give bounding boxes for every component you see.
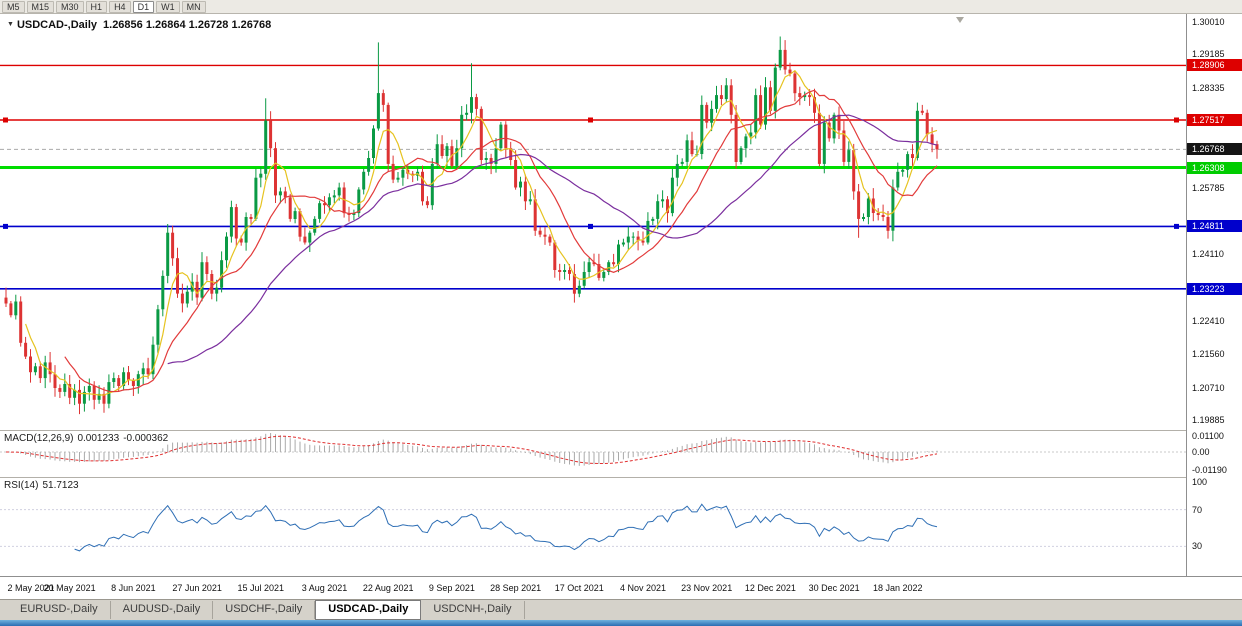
price-tick: 1.25785 bbox=[1192, 183, 1225, 194]
timeframe-button-h1[interactable]: H1 bbox=[85, 0, 108, 13]
date-label: 8 Jun 2021 bbox=[111, 583, 156, 593]
price-badge: 1.24811 bbox=[1187, 220, 1242, 233]
timeframe-button-h4[interactable]: H4 bbox=[109, 0, 131, 13]
chart-title: ▼ USDCAD-,Daily 1.26856 1.26864 1.26728 1.… bbox=[7, 19, 271, 31]
ohlc-values: 1.26856 1.26864 1.26728 1.26768 bbox=[103, 19, 272, 31]
rsi-value: 51.7123 bbox=[42, 480, 79, 491]
date-label: 30 Dec 2021 bbox=[808, 583, 860, 593]
chart-tabbar: EURUSD-,Daily AUDUSD-,Daily USDCHF-,Daily U… bbox=[0, 599, 1242, 620]
price-tick: 1.29185 bbox=[1192, 49, 1225, 60]
price-tick: 1.21560 bbox=[1192, 349, 1225, 360]
macd-name: MACD(12,26,9) bbox=[4, 433, 74, 444]
date-label: 15 Jul 2021 bbox=[237, 583, 285, 593]
ma-34-line[interactable] bbox=[167, 114, 938, 365]
panel-divider-rsi[interactable] bbox=[0, 477, 1242, 478]
candles bbox=[4, 36, 939, 415]
rsi-name: RSI(14) bbox=[4, 480, 39, 491]
date-label: 20 May 2021 bbox=[43, 583, 96, 593]
chart-tab-audusd[interactable]: AUDUSD-,Daily bbox=[111, 601, 214, 619]
date-label: 17 Oct 2021 bbox=[554, 583, 604, 593]
date-label: 18 Jan 2022 bbox=[873, 583, 923, 593]
date-label: 2 May 2021 bbox=[7, 583, 55, 593]
panel-divider-macd[interactable] bbox=[0, 430, 1242, 431]
symbol-label: USDCAD-,Daily bbox=[16, 19, 98, 31]
timeframe-button-w1[interactable]: W1 bbox=[156, 0, 180, 13]
price-badge: 1.23223 bbox=[1187, 282, 1242, 295]
chart-tab-usdcnh[interactable]: USDCNH-,Daily bbox=[421, 601, 525, 619]
price-tick: 1.20710 bbox=[1192, 382, 1225, 393]
rsi-canvas[interactable] bbox=[0, 478, 1186, 576]
macd-signal-line[interactable] bbox=[5, 435, 938, 464]
price-tick: 1.24110 bbox=[1192, 248, 1224, 259]
timeframe-button-d1[interactable]: D1 bbox=[132, 0, 155, 13]
timeframe-button-m5[interactable]: M5 bbox=[2, 0, 25, 13]
macd-main-value: 0.001233 bbox=[77, 433, 120, 444]
rsi-line[interactable] bbox=[74, 503, 938, 552]
price-tick: 1.19885 bbox=[1192, 415, 1225, 425]
horizontal-line-1.24811[interactable] bbox=[0, 223, 1186, 229]
date-label: 22 Aug 2021 bbox=[362, 583, 414, 593]
taskbar-edge bbox=[0, 620, 1242, 626]
rsi-axis-label: 100 bbox=[1192, 477, 1208, 487]
price-badge: 1.26768 bbox=[1187, 143, 1242, 156]
price-badge: 1.27517 bbox=[1187, 113, 1242, 126]
timeframe-button-m30[interactable]: M30 bbox=[56, 0, 84, 13]
date-label: 12 Dec 2021 bbox=[744, 583, 796, 593]
date-label: 9 Sep 2021 bbox=[428, 583, 475, 593]
horizontal-line-1.27517[interactable] bbox=[0, 117, 1186, 123]
macd-signal-value: -0.000362 bbox=[123, 433, 169, 444]
price-tick: 1.22410 bbox=[1192, 315, 1225, 326]
timeframe-button-mn[interactable]: MN bbox=[181, 0, 206, 13]
date-label: 23 Nov 2021 bbox=[681, 583, 733, 593]
macd-axis-label: -0.01190 bbox=[1192, 465, 1227, 475]
macd-axis-label: 0.01100 bbox=[1192, 431, 1224, 441]
rsi-axis-label: 70 bbox=[1192, 505, 1203, 515]
macd-canvas[interactable] bbox=[0, 431, 1186, 477]
rsi-axis-label: 30 bbox=[1192, 541, 1203, 551]
chart-tab-usdcad[interactable]: USDCAD-,Daily bbox=[315, 600, 422, 620]
date-label: 3 Aug 2021 bbox=[301, 583, 348, 593]
chart-shift-marker-icon bbox=[956, 17, 964, 23]
timeframe-button-m15[interactable]: M15 bbox=[26, 0, 55, 13]
chart-tab-usdchf[interactable]: USDCHF-,Daily bbox=[213, 601, 316, 619]
price-chart-canvas[interactable] bbox=[0, 14, 1186, 430]
date-label: 27 Jun 2021 bbox=[172, 583, 222, 593]
rsi-indicator-label: RSI(14) 51.7123 bbox=[4, 480, 83, 491]
price-badge: 1.26308 bbox=[1187, 161, 1242, 174]
price-tick: 1.28335 bbox=[1192, 82, 1225, 93]
ma-5-line[interactable] bbox=[25, 69, 938, 396]
ma-13-line[interactable] bbox=[64, 89, 938, 393]
chart-tab-eurusd[interactable]: EURUSD-,Daily bbox=[8, 601, 111, 619]
symbol-collapse-icon[interactable]: ▼ bbox=[7, 21, 14, 28]
timeframe-toolbar: M5 M15 M30 H1 H4 D1 W1 MN bbox=[0, 0, 1242, 14]
price-tick: 1.30010 bbox=[1192, 17, 1225, 27]
macd-axis-label: 0.00 bbox=[1192, 447, 1210, 457]
date-label: 4 Nov 2021 bbox=[619, 583, 667, 593]
price-badge: 1.28906 bbox=[1187, 59, 1242, 72]
price-axis[interactable]: 1.30010 1.29185 1.28335 1.25785 1.24110 1.224… bbox=[1186, 14, 1242, 576]
date-label: 28 Sep 2021 bbox=[490, 583, 542, 593]
macd-indicator-label: MACD(12,26,9) 0.001233 -0.000362 bbox=[4, 433, 172, 444]
date-axis[interactable]: 2 May 2021 20 May 2021 8 Jun 2021 27 Jun 20… bbox=[0, 576, 1242, 600]
